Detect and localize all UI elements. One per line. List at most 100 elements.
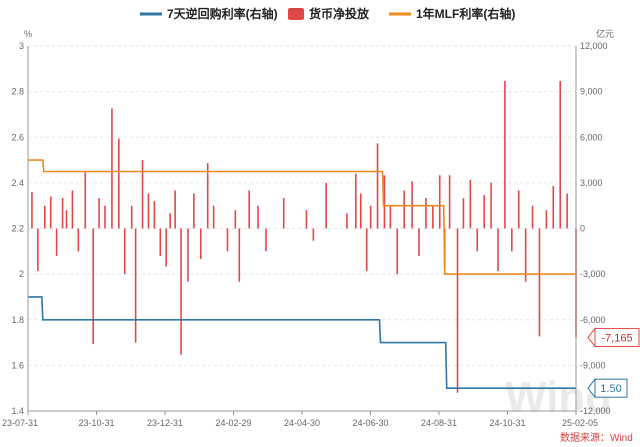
net-injection-bar: [234, 210, 237, 229]
legend-net-injection: 货币净投放: [288, 6, 370, 21]
legend-mlf: 1年MLF利率(右轴): [389, 6, 515, 21]
net-injection-bar: [84, 172, 87, 229]
legend-swatch: [389, 12, 411, 16]
net-injection-bar: [153, 201, 156, 229]
net-injection-bar: [193, 193, 195, 229]
net-injection-bar: [248, 190, 250, 229]
reverse-repo-rate-line: [28, 296, 576, 390]
left-tick-label: 3: [19, 41, 24, 51]
net-injection-bar: [130, 205, 133, 229]
x-tick-label: 23-12-31: [147, 418, 183, 428]
mlf-rate-line: [28, 159, 576, 275]
axes: 1.4 1.6 1.8 2 2.2 2.4 2.6 2.8 3 -12,000 -9,000 -6,0…: [2, 41, 611, 428]
left-tick-label: 2.8: [11, 87, 24, 97]
net-injection-bar: [180, 228, 182, 355]
net-injection-bar: [169, 213, 171, 229]
net-injection-bar: [61, 198, 64, 229]
net-injection-bar: [265, 228, 267, 252]
net-injection-bar: [355, 173, 357, 229]
net-injection-bar: [212, 205, 215, 229]
net-injection-bar: [476, 228, 479, 252]
x-tick-label: 24-08-31: [421, 418, 457, 428]
net-injection-bar: [55, 228, 58, 256]
legend-label: 货币净投放: [309, 6, 370, 21]
net-injection-callout-box: [594, 327, 640, 347]
net-injection-bar: [566, 193, 568, 229]
left-tick-label: 2.6: [11, 132, 24, 142]
net-injection-bar: [174, 190, 176, 229]
left-tick-label: 2.2: [11, 224, 24, 234]
right-axis-unit: 亿元: [596, 28, 614, 39]
x-tick-label: 23-10-31: [78, 418, 114, 428]
x-tick-label: 24-02-29: [215, 418, 251, 428]
net-injection-bar: [524, 228, 527, 282]
net-injection-bar: [483, 195, 485, 229]
net-injection-bar: [37, 228, 39, 272]
net-injection-bar: [123, 228, 126, 275]
net-injection-bar: [403, 190, 405, 229]
net-injection-bar: [376, 143, 379, 229]
net-injection-bar: [456, 228, 459, 393]
net-injection-bar: [147, 193, 150, 229]
callout-pointer: [587, 327, 596, 348]
net-injection-bar: [43, 205, 46, 229]
net-injection-bar: [226, 228, 229, 252]
net-injection-bar: [490, 182, 492, 229]
x-tick-label: 24-06-30: [352, 418, 388, 428]
net-injection-bar: [462, 198, 465, 229]
net-injection-bar: [257, 205, 259, 229]
right-tick-label: -6,000: [580, 315, 606, 325]
x-tick-label: 24-04-30: [284, 418, 320, 428]
value-callouts: -7,165 1.50: [587, 327, 640, 399]
right-tick-label: -3,000: [580, 269, 606, 279]
net-injection-bar: [389, 205, 392, 229]
right-tick-label: 9,000: [580, 87, 603, 97]
net-injection-bar: [325, 182, 327, 229]
x-tick-label: 23-07-31: [2, 418, 38, 428]
net-injection-bar: [111, 108, 113, 229]
net-injection-bar: [92, 228, 94, 345]
right-tick-label: -12,000: [580, 406, 611, 416]
net-injection-bar: [418, 228, 420, 256]
right-tick-label: 6,000: [580, 132, 603, 142]
legend: 7天逆回购利率(右轴) 货币净投放 1年MLF利率(右轴): [140, 6, 515, 21]
right-tick-label: 0: [580, 224, 585, 234]
net-injection-bar: [511, 228, 513, 252]
net-injection-bar: [118, 138, 120, 229]
net-injection-bar: [159, 228, 162, 256]
net-injection-bar: [538, 228, 541, 337]
net-injection-bar: [359, 193, 362, 229]
right-tick-label: -9,000: [580, 360, 606, 370]
net-injection-bar: [65, 210, 68, 229]
net-injection-bar: [346, 213, 348, 229]
net-injection-bar: [559, 80, 562, 229]
net-injection-bar: [365, 228, 368, 272]
reverse-repo-callout-box: [594, 378, 628, 398]
legend-swatch: [140, 12, 162, 16]
grid: [28, 45, 576, 412]
left-tick-label: 2.4: [11, 178, 24, 188]
net-injection-bar: [71, 190, 74, 229]
net-injection-bar: [104, 205, 106, 229]
net-injection-bar: [49, 196, 52, 229]
net-injection-bar: [497, 228, 499, 272]
x-tick-label: 25-02-05: [562, 418, 598, 428]
net-injection-bar: [432, 205, 434, 229]
legend-swatch: [288, 8, 304, 20]
net-injection-bar: [425, 198, 427, 229]
net-injection-bar: [545, 210, 548, 229]
x-tick-label: 24-10-31: [489, 418, 525, 428]
left-tick-label: 1.8: [11, 315, 24, 325]
legend-label: 1年MLF利率(右轴): [416, 6, 515, 21]
net-injection-bar: [134, 228, 137, 343]
left-axis-unit: %: [24, 29, 32, 39]
net-injection-bar: [187, 228, 189, 282]
net-injection-bar: [438, 175, 441, 229]
net-injection-bar: [369, 205, 372, 229]
net-injection-bar: [282, 198, 285, 229]
right-tick-label: 12,000: [580, 41, 608, 51]
net-injection-bar: [199, 228, 202, 259]
net-injection-bar: [31, 192, 33, 229]
net-injection-bars: [31, 80, 577, 393]
net-injection-bar: [396, 228, 399, 275]
